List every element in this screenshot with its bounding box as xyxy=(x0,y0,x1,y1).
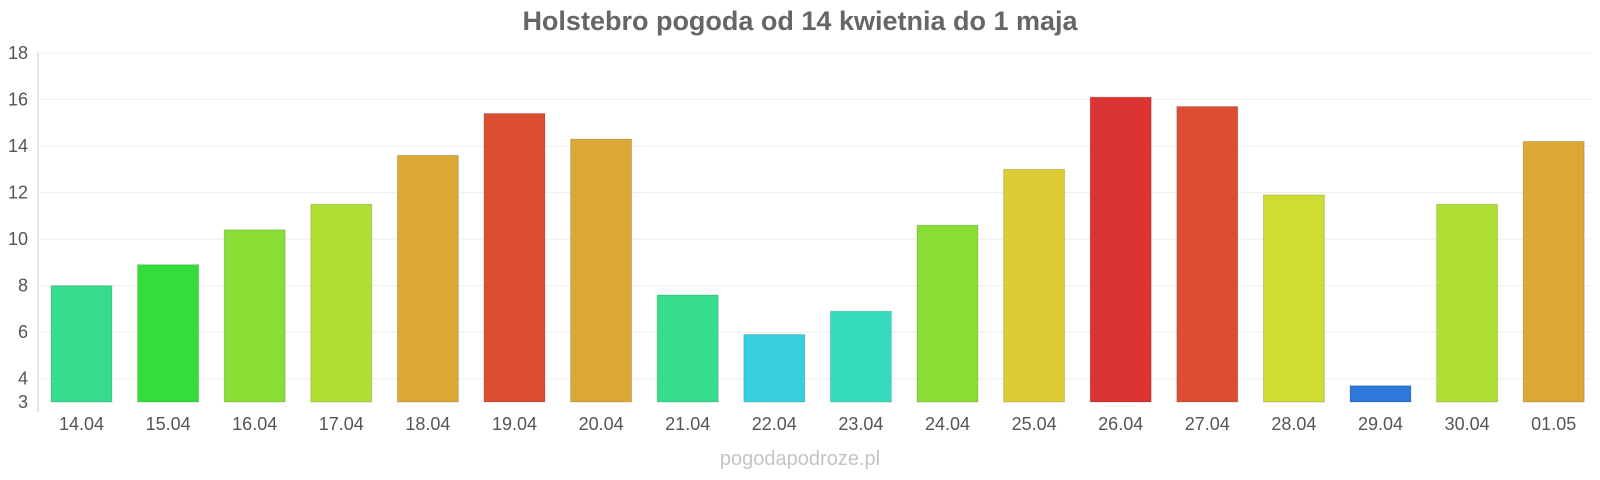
y-tick-label: 16 xyxy=(8,90,28,110)
x-tick-label: 16.04 xyxy=(232,414,277,434)
bar-29.04 xyxy=(1349,385,1412,403)
x-tick-label: 20.04 xyxy=(579,414,624,434)
bar-30.04 xyxy=(1436,203,1499,403)
bar-28.04 xyxy=(1262,194,1325,403)
bars xyxy=(50,96,1585,403)
bar-22.04 xyxy=(743,334,806,403)
x-tick-label: 26.04 xyxy=(1098,414,1143,434)
bar-16.04 xyxy=(223,229,286,403)
y-tick-label: 6 xyxy=(18,322,28,342)
x-tick-label: 30.04 xyxy=(1445,414,1490,434)
x-tick-label: 17.04 xyxy=(319,414,364,434)
bar-23.04 xyxy=(829,310,892,403)
x-tick-label: 18.04 xyxy=(405,414,450,434)
bar-20.04 xyxy=(570,138,633,403)
y-tick-label: 14 xyxy=(8,136,28,156)
bar-26.04 xyxy=(1089,96,1152,403)
y-tick-label: 3 xyxy=(18,392,28,412)
x-tick-label: 15.04 xyxy=(146,414,191,434)
bar-17.04 xyxy=(310,203,373,403)
y-tick-label: 10 xyxy=(8,229,28,249)
x-tick-label: 22.04 xyxy=(752,414,797,434)
y-axis-ticks: 3 4 6 8 10 12 14 16 18 xyxy=(8,43,28,412)
bar-01.05 xyxy=(1522,140,1585,403)
x-tick-label: 29.04 xyxy=(1358,414,1403,434)
x-tick-label: 27.04 xyxy=(1185,414,1230,434)
y-tick-label: 18 xyxy=(8,43,28,63)
grid-lines xyxy=(38,52,1590,380)
x-tick-label: 14.04 xyxy=(59,414,104,434)
x-tick-label: 25.04 xyxy=(1012,414,1057,434)
x-tick-label: 28.04 xyxy=(1271,414,1316,434)
x-tick-label: 19.04 xyxy=(492,414,537,434)
x-tick-label: 01.05 xyxy=(1531,414,1576,434)
y-tick-label: 12 xyxy=(8,183,28,203)
bar-25.04 xyxy=(1003,168,1066,403)
x-axis-ticks: 14.04 15.04 16.04 17.04 18.04 19.04 20.04 21.04… xyxy=(59,414,1576,434)
bar-18.04 xyxy=(396,154,459,403)
bar-21.04 xyxy=(656,294,719,403)
x-tick-label: 21.04 xyxy=(665,414,710,434)
watermark: pogodapodroze.pl xyxy=(719,448,881,470)
y-tick-label: 8 xyxy=(18,276,28,296)
bar-19.04 xyxy=(483,112,546,403)
y-tick-label: 4 xyxy=(18,369,28,389)
bar-14.04 xyxy=(50,285,113,403)
x-tick-label: 24.04 xyxy=(925,414,970,434)
chart-title: Holstebro pogoda od 14 kwietnia do 1 maj… xyxy=(522,6,1078,36)
bar-27.04 xyxy=(1176,106,1239,403)
x-tick-label: 23.04 xyxy=(838,414,883,434)
bar-15.04 xyxy=(137,264,200,403)
bar-24.04 xyxy=(916,224,979,403)
